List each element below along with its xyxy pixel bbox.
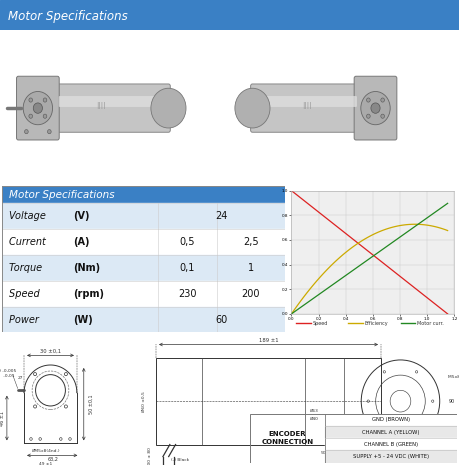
FancyBboxPatch shape: [256, 96, 357, 107]
Text: Motor Specifications: Motor Specifications: [8, 10, 128, 23]
Text: 200: 200: [241, 289, 260, 299]
Text: Power: Power: [9, 314, 42, 325]
Text: (W): (W): [73, 314, 93, 325]
Text: CHANNEL B (GREEN): CHANNEL B (GREEN): [364, 442, 418, 447]
Bar: [2, 255, 285, 281]
Text: (A): (A): [73, 237, 90, 247]
Text: (rpm): (rpm): [73, 289, 104, 299]
Text: 50: 50: [321, 451, 326, 455]
Text: 0,5: 0,5: [179, 237, 195, 247]
Circle shape: [39, 438, 41, 440]
Text: SUPPLY +5 - 24 VDC (WHITE): SUPPLY +5 - 24 VDC (WHITE): [353, 454, 429, 459]
Circle shape: [43, 114, 47, 118]
Bar: [325, 426, 457, 438]
Circle shape: [29, 114, 33, 118]
Circle shape: [415, 371, 418, 373]
Circle shape: [381, 98, 385, 102]
Text: 30 ±0,1: 30 ±0,1: [40, 349, 61, 354]
Circle shape: [151, 88, 186, 128]
Text: 230: 230: [178, 289, 196, 299]
Text: Torque: Torque: [9, 263, 45, 273]
FancyBboxPatch shape: [53, 84, 170, 132]
Circle shape: [361, 92, 390, 125]
Circle shape: [383, 371, 386, 373]
Text: (V): (V): [73, 211, 90, 221]
Text: 35: 35: [355, 451, 361, 455]
Text: ||||: ||||: [95, 102, 105, 109]
Circle shape: [25, 130, 28, 134]
Circle shape: [69, 438, 71, 440]
Text: 0,1: 0,1: [179, 263, 195, 273]
Circle shape: [383, 429, 386, 432]
Text: ENCODER
CONNECTION: ENCODER CONNECTION: [261, 431, 313, 445]
Text: Ø63: Ø63: [310, 409, 319, 413]
Text: (Nm): (Nm): [73, 263, 100, 273]
Circle shape: [29, 98, 33, 102]
Circle shape: [23, 92, 53, 125]
Text: 46 ±1: 46 ±1: [0, 411, 5, 425]
Text: Efficiency: Efficiency: [365, 321, 388, 326]
Circle shape: [64, 372, 67, 376]
Circle shape: [34, 372, 37, 376]
Bar: [2, 307, 285, 332]
Text: ØM5x8(4nd.): ØM5x8(4nd.): [32, 449, 60, 452]
Text: Ø40: Ø40: [310, 417, 319, 421]
Text: Ø10 -0,005
      -0,01: Ø10 -0,005 -0,01: [0, 369, 17, 378]
Text: 1000 ± 80: 1000 ± 80: [148, 447, 152, 465]
Circle shape: [371, 103, 380, 113]
Text: Motor Specifications: Motor Specifications: [9, 190, 115, 199]
Circle shape: [381, 114, 385, 118]
Text: 60: 60: [215, 314, 227, 325]
FancyBboxPatch shape: [251, 84, 363, 132]
Circle shape: [48, 130, 51, 134]
Text: ||||: ||||: [302, 102, 311, 109]
Bar: [2, 204, 285, 229]
Text: (-) Black: (-) Black: [171, 458, 189, 462]
Circle shape: [367, 98, 370, 102]
Bar: [325, 451, 457, 463]
Text: Voltage: Voltage: [9, 211, 50, 221]
Circle shape: [60, 438, 62, 440]
Text: 27: 27: [18, 376, 23, 380]
Text: Current: Current: [9, 237, 50, 247]
Circle shape: [43, 98, 47, 102]
Circle shape: [415, 429, 418, 432]
Bar: [2, 229, 285, 255]
Bar: [325, 414, 457, 426]
FancyBboxPatch shape: [17, 76, 59, 140]
Text: Speed: Speed: [313, 321, 328, 326]
Circle shape: [30, 438, 32, 440]
Bar: [2, 186, 285, 204]
Text: GND (BROWN): GND (BROWN): [371, 418, 410, 423]
Circle shape: [34, 405, 37, 408]
Text: M5x8 (4nd.): M5x8 (4nd.): [448, 375, 459, 379]
Text: Motor curr.: Motor curr.: [417, 321, 444, 326]
Text: 189 ±1: 189 ±1: [259, 338, 278, 343]
Text: 1: 1: [248, 263, 254, 273]
Circle shape: [431, 400, 434, 402]
Text: M5x8 (4nd.): M5x8 (4nd.): [356, 446, 383, 450]
Text: 24: 24: [215, 211, 227, 221]
Text: Speed: Speed: [9, 289, 43, 299]
Circle shape: [33, 103, 43, 113]
Text: 90: 90: [449, 399, 455, 404]
Circle shape: [367, 400, 369, 402]
FancyBboxPatch shape: [59, 96, 165, 107]
FancyBboxPatch shape: [354, 76, 397, 140]
Text: 2,5: 2,5: [243, 237, 258, 247]
Bar: [156, 358, 381, 445]
Text: 63,2: 63,2: [47, 457, 58, 462]
Circle shape: [367, 114, 370, 118]
Circle shape: [235, 88, 270, 128]
Bar: [2, 281, 285, 307]
Text: CHANNEL A (YELLOW): CHANNEL A (YELLOW): [362, 430, 420, 435]
Text: Ø60 ±0,5: Ø60 ±0,5: [141, 391, 146, 412]
Text: 49 ±1: 49 ±1: [39, 462, 52, 465]
Bar: [325, 438, 457, 451]
Text: 50 ±0,1: 50 ±0,1: [89, 394, 93, 414]
Circle shape: [64, 405, 67, 408]
